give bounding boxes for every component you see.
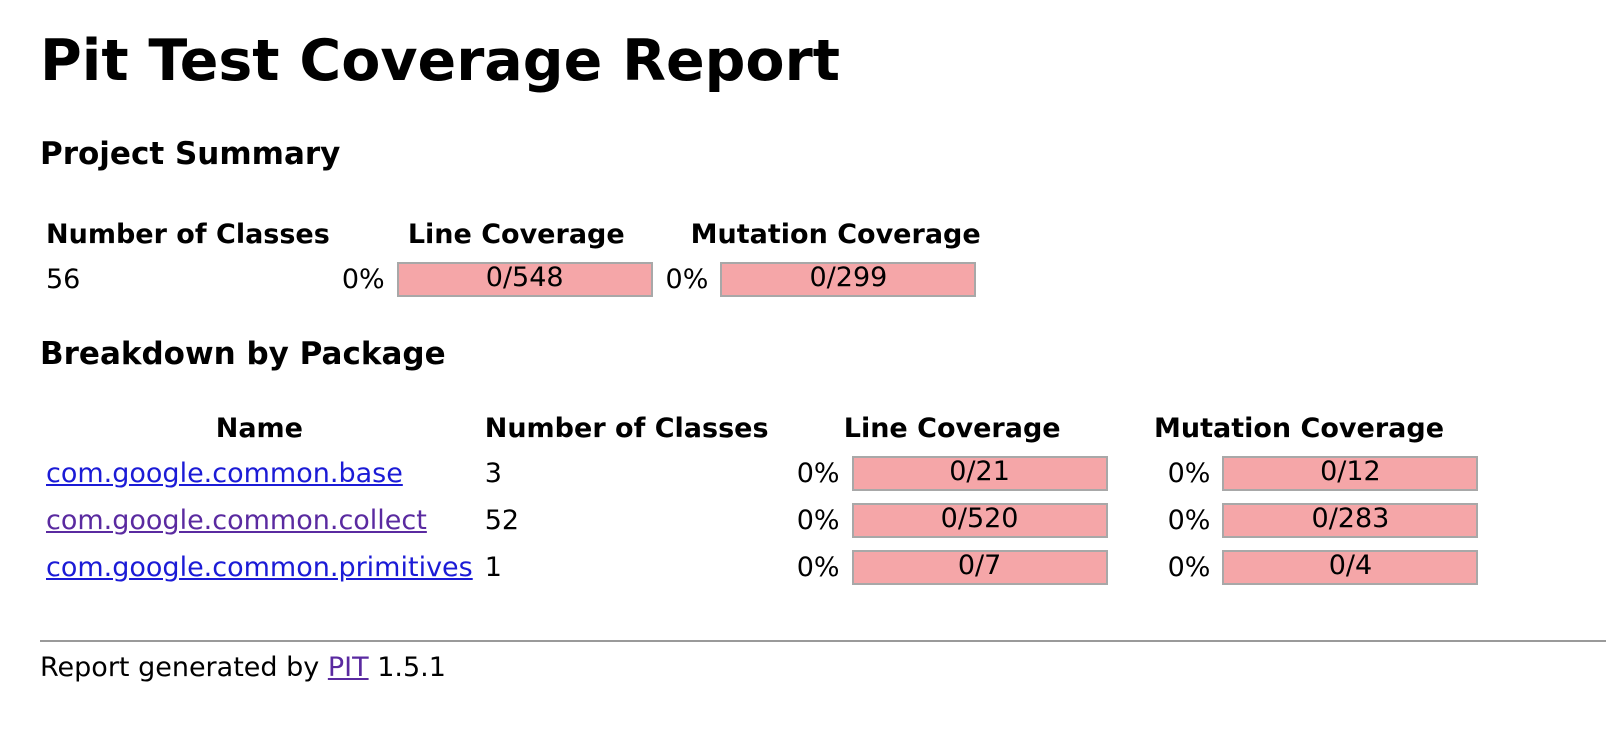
package-classes: 3	[484, 458, 502, 489]
package-line-pct: 0%	[796, 552, 840, 583]
pit-link[interactable]: PIT	[327, 652, 369, 683]
header-number-of-classes: Number of Classes	[46, 218, 330, 250]
breakdown-heading: Breakdown by Package	[40, 336, 446, 372]
package-link-base[interactable]: com.google.common.base	[46, 458, 403, 489]
footer-divider	[40, 640, 1606, 642]
package-classes: 52	[484, 505, 520, 536]
table-row: com.google.common.primitives 1 0% 0/7 0%…	[40, 544, 1484, 591]
package-name-cell: com.google.common.primitives	[40, 544, 479, 591]
package-link-primitives[interactable]: com.google.common.primitives	[46, 552, 473, 583]
footer-version: 1.5.1	[377, 652, 446, 683]
line-coverage-bar: 0/21	[851, 456, 1108, 491]
package-name-cell: com.google.common.base	[40, 450, 479, 497]
mutation-coverage-bar: 0/12	[1222, 456, 1479, 491]
package-line-pct: 0%	[796, 458, 840, 489]
mutation-coverage-bar: 0/299	[720, 262, 977, 297]
header-line-coverage: Line Coverage	[407, 218, 625, 250]
summary-line-pct: 0%	[341, 264, 385, 295]
package-mutation-bar-cell: 0/283	[1216, 497, 1484, 544]
header-line-coverage: Line Coverage	[843, 412, 1061, 444]
package-link-collect[interactable]: com.google.common.collect	[46, 505, 427, 536]
header-mutation-coverage: Mutation Coverage	[690, 218, 981, 250]
header-number-of-classes: Number of Classes	[484, 412, 769, 444]
package-mutation-bar-cell: 0/4	[1216, 544, 1484, 591]
summary-line-bar: 0/548	[391, 256, 659, 303]
project-summary-table: Number of Classes Line Coverage Mutation…	[40, 212, 987, 303]
package-line-bar-cell: 0/520	[846, 497, 1114, 544]
footer: Report generated by PIT 1.5.1	[40, 652, 446, 683]
package-mutation-pct: 0%	[1167, 458, 1211, 489]
mutation-coverage-bar: 0/283	[1222, 503, 1479, 538]
package-name-cell: com.google.common.collect	[40, 497, 479, 544]
package-classes: 1	[484, 552, 502, 583]
line-coverage-bar: 0/7	[851, 550, 1108, 585]
summary-row: 56 0% 0/548 0% 0/299	[40, 256, 987, 303]
summary-classes: 56	[46, 264, 81, 295]
package-mutation-bar-cell: 0/12	[1216, 450, 1484, 497]
summary-mutation-bar: 0/299	[714, 256, 986, 303]
mutation-coverage-bar: 0/4	[1222, 550, 1479, 585]
line-coverage-bar: 0/520	[851, 503, 1108, 538]
table-row: com.google.common.base 3 0% 0/21 0% 0/12	[40, 450, 1484, 497]
header-mutation-coverage: Mutation Coverage	[1154, 412, 1444, 444]
summary-mutation-pct: 0%	[665, 264, 709, 295]
footer-prefix: Report generated by	[40, 652, 320, 683]
package-mutation-pct: 0%	[1167, 505, 1211, 536]
table-row: com.google.common.collect 52 0% 0/520 0%…	[40, 497, 1484, 544]
package-mutation-pct: 0%	[1167, 552, 1211, 583]
package-line-bar-cell: 0/7	[846, 544, 1114, 591]
package-breakdown-table: Name Number of Classes Line Coverage Mut…	[40, 406, 1484, 591]
package-line-bar-cell: 0/21	[846, 450, 1114, 497]
page-title: Pit Test Coverage Report	[40, 28, 840, 94]
project-summary-heading: Project Summary	[40, 136, 341, 172]
line-coverage-bar: 0/548	[396, 262, 653, 297]
package-line-pct: 0%	[796, 505, 840, 536]
header-name: Name	[215, 412, 303, 444]
